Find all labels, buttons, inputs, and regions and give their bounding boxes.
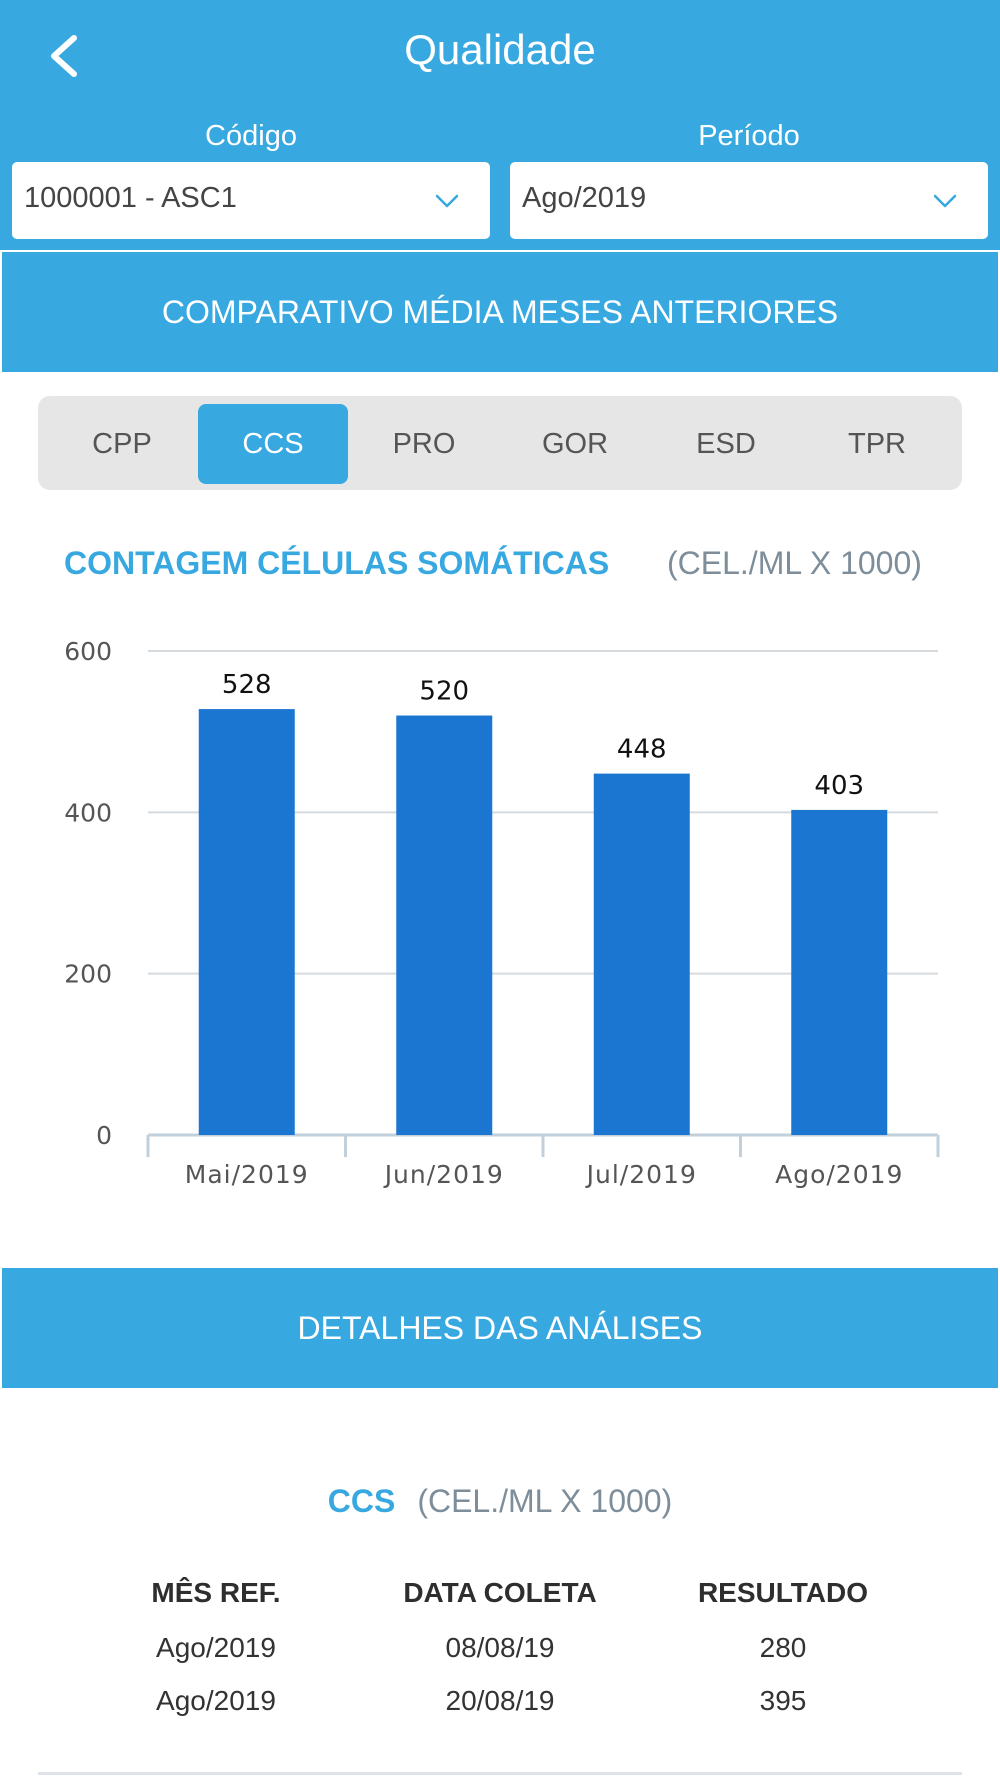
x-tick-label: Mai/2019 — [185, 1160, 309, 1189]
chevron-down-icon — [434, 192, 460, 210]
codigo-label: Código — [205, 120, 297, 152]
detalhes-section-header: DETALHES DAS ANÁLISES — [2, 1268, 998, 1388]
column-header-data-coleta: DATA COLETA — [403, 1577, 597, 1608]
y-tick-label: 400 — [64, 798, 112, 827]
table-cell-mes-ref: Ago/2019 — [156, 1632, 276, 1663]
back-button[interactable] — [40, 28, 92, 84]
bar — [396, 715, 493, 1135]
bar-value-label: 520 — [419, 677, 469, 707]
divider — [38, 1772, 962, 1775]
periodo-label: Período — [698, 120, 800, 152]
app-header: Qualidade Código 1000001 - ASC1 Período … — [0, 0, 1000, 250]
chart-unit: (CEL./ML X 1000) — [667, 545, 922, 581]
codigo-select[interactable]: 1000001 - ASC1 — [12, 162, 490, 239]
bar-chart: 0 200 400 600 528 Mai/2019 520 Jun/2019 448 Jul/2… — [64, 637, 940, 1189]
detail-heading-abbr: CCS — [327, 1483, 396, 1519]
bar-value-label: 528 — [222, 670, 272, 700]
table-cell-data-coleta: 08/08/19 — [445, 1632, 555, 1663]
column-header-mes-ref: MÊS REF. — [151, 1577, 281, 1608]
bar — [593, 773, 690, 1135]
chevron-down-icon — [932, 192, 958, 210]
detail-heading-unit: (CEL./ML X 1000) — [417, 1483, 673, 1519]
table-cell-resultado: 280 — [759, 1632, 807, 1663]
bar — [198, 709, 295, 1135]
table-cell-mes-ref: Ago/2019 — [156, 1685, 276, 1716]
tab-cpp[interactable]: CPP — [92, 428, 152, 460]
tab-tpr[interactable]: TPR — [848, 428, 906, 460]
x-tick-label: Ago/2019 — [775, 1160, 903, 1189]
periodo-select-value: Ago/2019 — [522, 182, 647, 214]
periodo-select[interactable]: Ago/2019 — [510, 162, 988, 239]
x-tick-label: Jul/2019 — [585, 1160, 697, 1189]
table-cell-data-coleta: 20/08/19 — [445, 1685, 555, 1716]
comparativo-section-header: COMPARATIVO MÉDIA MESES ANTERIORES — [2, 252, 998, 372]
tab-ccs[interactable]: CCS — [198, 404, 348, 484]
bar — [791, 809, 888, 1135]
table-cell-resultado: 395 — [759, 1685, 807, 1716]
y-tick-label: 0 — [96, 1121, 112, 1150]
tab-pro[interactable]: PRO — [392, 428, 456, 460]
bar-value-label: 448 — [617, 735, 667, 765]
tab-gor[interactable]: GOR — [541, 428, 609, 460]
bar-value-label: 403 — [814, 771, 864, 801]
chevron-left-icon — [51, 35, 77, 77]
column-header-resultado: RESULTADO — [697, 1577, 869, 1608]
indicator-tabs: CPP CCS PRO GOR ESD TPR — [38, 396, 962, 490]
x-tick-label: Jun/2019 — [383, 1160, 504, 1189]
page-title: Qualidade — [404, 26, 596, 73]
y-tick-label: 600 — [64, 637, 112, 666]
detail-heading: CCS (CEL./ML X 1000) — [0, 1483, 1000, 1520]
codigo-select-value: 1000001 - ASC1 — [24, 182, 237, 214]
y-tick-label: 200 — [64, 960, 112, 989]
tab-esd[interactable]: ESD — [696, 428, 756, 460]
chart-title: CONTAGEM CÉLULAS SOMÁTICAS — [64, 545, 610, 581]
